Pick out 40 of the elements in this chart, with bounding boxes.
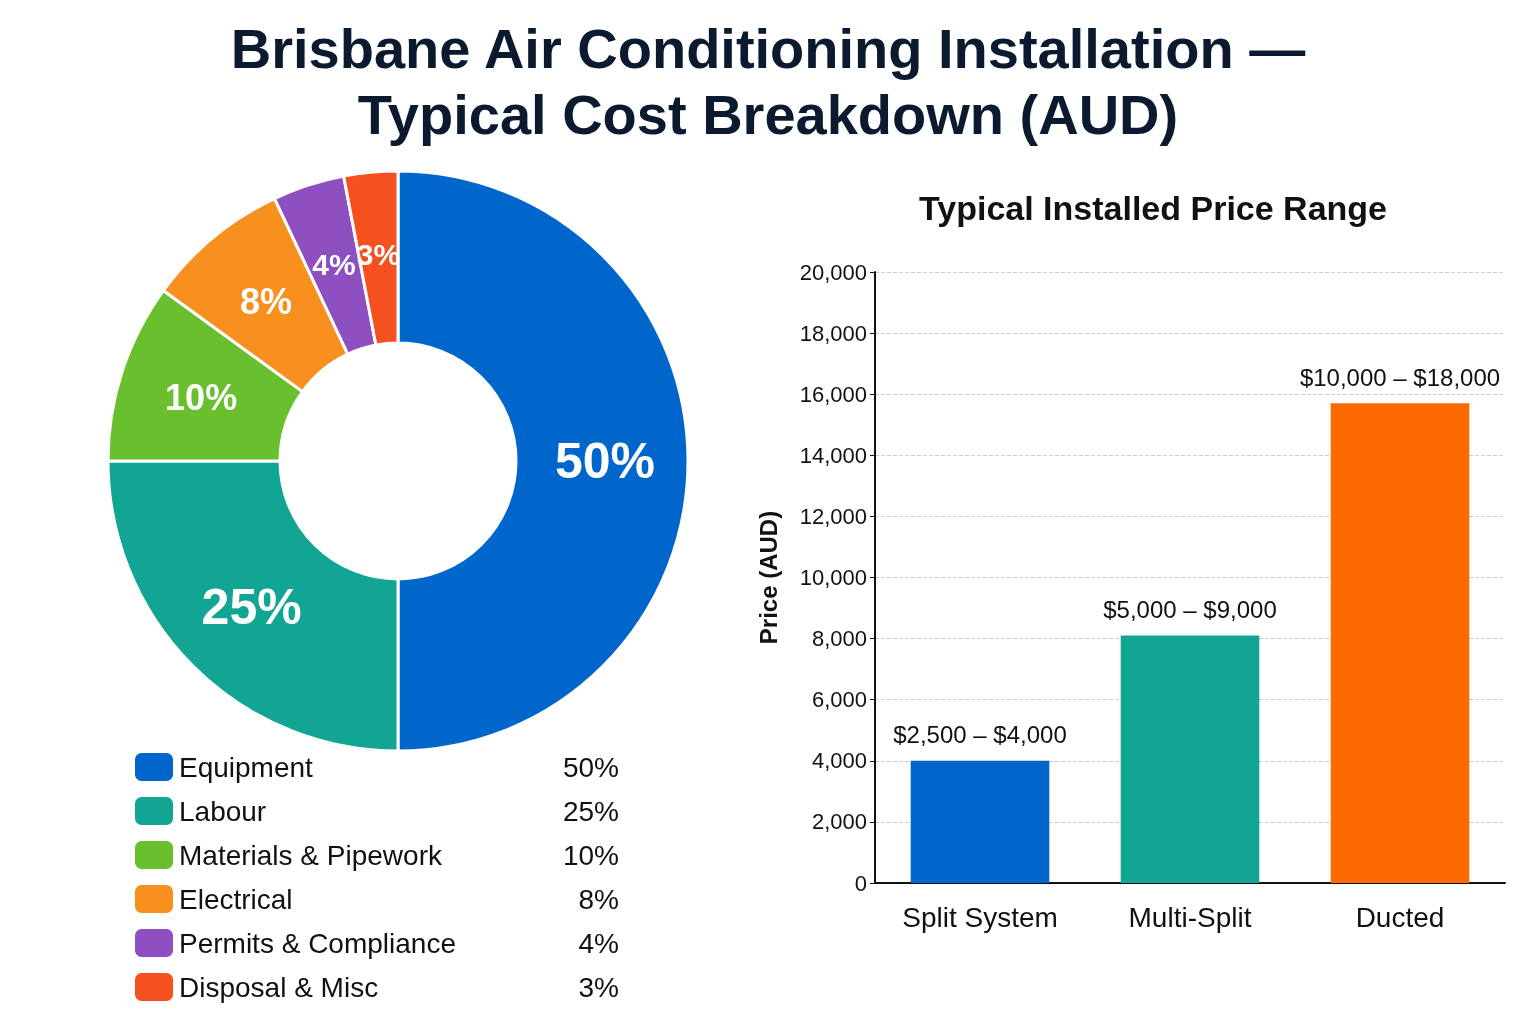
y-tick-label: 16,000 xyxy=(799,381,867,407)
text: 3% xyxy=(578,971,619,1003)
bar xyxy=(1120,635,1260,883)
x-tick-label: Ducted xyxy=(1355,901,1445,933)
legend-label: Disposal & Misc xyxy=(179,971,379,1003)
legend-label: Equipment xyxy=(179,751,314,783)
data-label: 4% xyxy=(312,247,356,281)
y-tick-label: 20,000 xyxy=(799,259,867,285)
legend-label: Materials & Pipework xyxy=(179,839,443,871)
text: 10% xyxy=(562,839,619,871)
data-label: 10% xyxy=(165,376,238,418)
y-tick-label: 12,000 xyxy=(799,503,867,529)
y-tick-label: 6,000 xyxy=(811,687,867,713)
y-tick-label: 8,000 xyxy=(811,626,867,652)
bar xyxy=(1330,403,1470,883)
bar xyxy=(910,760,1050,883)
legend-label: Electrical xyxy=(179,883,293,915)
y-tick-label: 4,000 xyxy=(811,748,867,774)
annotation: $5,000 – $9,000 xyxy=(1103,596,1277,624)
text: 50% xyxy=(562,751,619,783)
y-tick-label: 2,000 xyxy=(811,809,867,835)
chart-title: Brisbane Air Conditioning Installation — Typical Cost Breakdown (AUD) xyxy=(229,16,1307,148)
x-tick-label: Multi-Split xyxy=(1128,901,1252,933)
text: 4% xyxy=(578,927,619,959)
annotation: $10,000 – $18,000 xyxy=(1299,363,1501,391)
y-tick-label: 10,000 xyxy=(799,565,867,590)
text: 8% xyxy=(578,883,619,915)
data-label: 8% xyxy=(240,281,293,322)
y-axis-title: Price (AUD) xyxy=(754,510,782,645)
x-tick-label: Split System xyxy=(902,901,1058,933)
text: 25% xyxy=(562,795,619,827)
annotation: $2,500 – $4,000 xyxy=(893,721,1067,749)
legend-label: Permits & Compliance xyxy=(179,927,456,959)
y-tick-label: 18,000 xyxy=(799,320,867,346)
data-label: 50% xyxy=(554,433,656,489)
legend-label: Labour xyxy=(179,795,267,827)
y-tick-label: 14,000 xyxy=(799,442,867,468)
data-label: 25% xyxy=(201,579,302,636)
chart-title: Typical Installed Price Range xyxy=(919,189,1387,227)
y-tick-label: 0 xyxy=(854,870,867,896)
